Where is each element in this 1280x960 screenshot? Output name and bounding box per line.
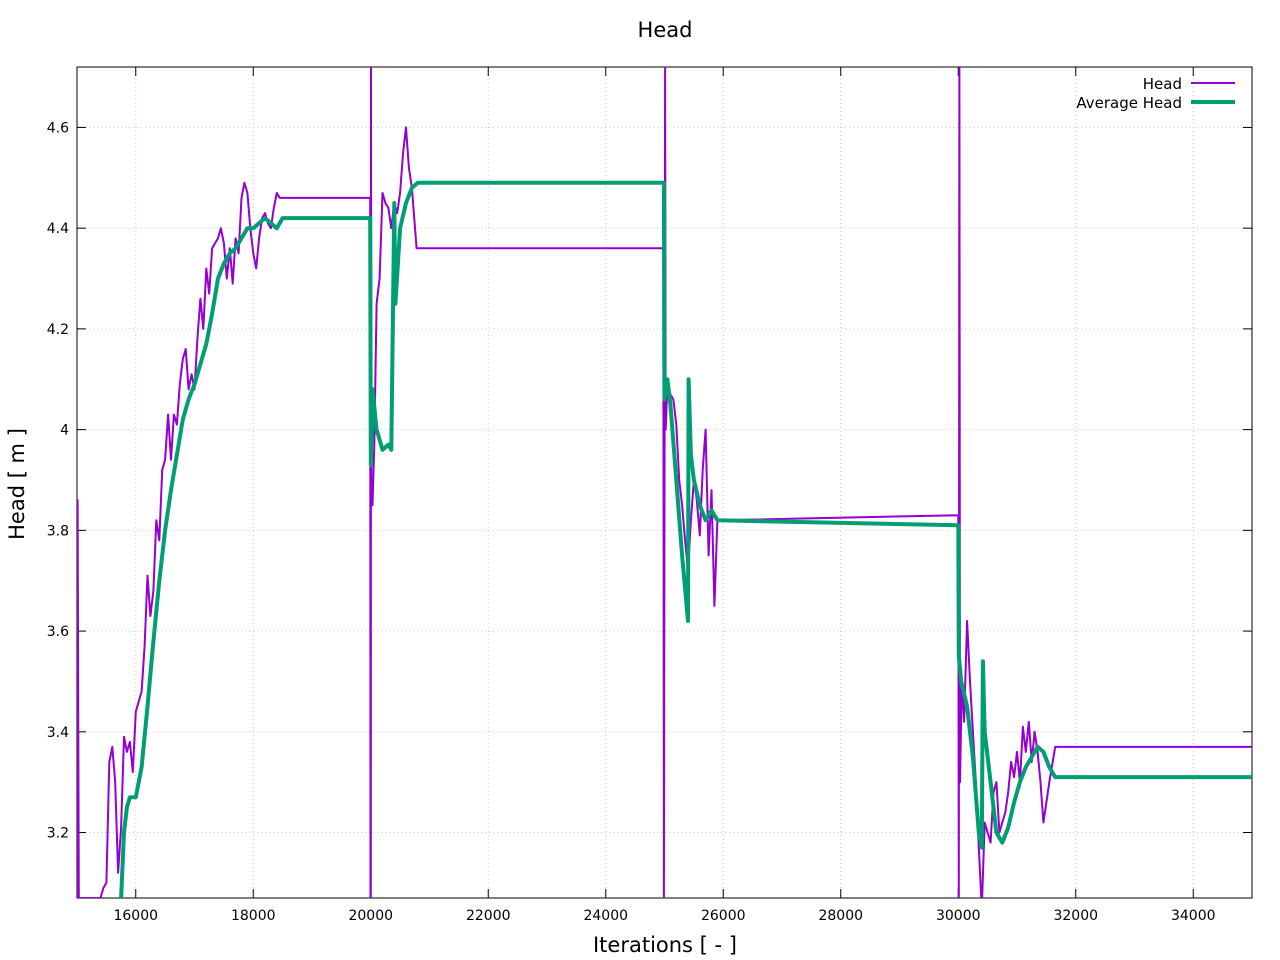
y-tick-label: 3.2 [47,826,69,842]
x-tick-label: 24000 [583,908,628,924]
legend: Head Average Head [1076,75,1235,112]
series-line-head [77,67,1252,898]
y-axis-title: Head [ m ] [5,428,29,540]
x-tick-label: 22000 [466,908,511,924]
tick-labels: 16000 18000 20000 22000 24000 26000 28000 30000… [47,120,1216,924]
y-tick-label: 4.4 [47,221,69,237]
y-tick-label: 3.6 [47,624,69,640]
y-tick-label: 4.2 [47,322,69,338]
x-tick-label: 26000 [701,908,746,924]
x-tick-label: 34000 [1171,908,1216,924]
y-tick-label: 3.4 [47,725,69,741]
x-axis-title: Iterations [ - ] [593,933,737,957]
series-lines [77,67,1252,898]
y-tick-label: 4 [60,423,69,439]
x-tick-label: 28000 [818,908,863,924]
axis-ticks [77,67,1252,898]
x-tick-label: 16000 [113,908,158,924]
y-tick-label: 4.6 [47,120,69,136]
x-tick-label: 20000 [348,908,393,924]
x-tick-label: 30000 [936,908,981,924]
x-tick-label: 32000 [1053,908,1098,924]
legend-label-average-head: Average Head [1076,94,1182,112]
x-tick-label: 18000 [231,908,276,924]
legend-label-head: Head [1143,75,1182,93]
series-line-average-head [119,180,1252,898]
y-tick-label: 3.8 [47,523,69,539]
chart-title: Head [638,18,693,42]
